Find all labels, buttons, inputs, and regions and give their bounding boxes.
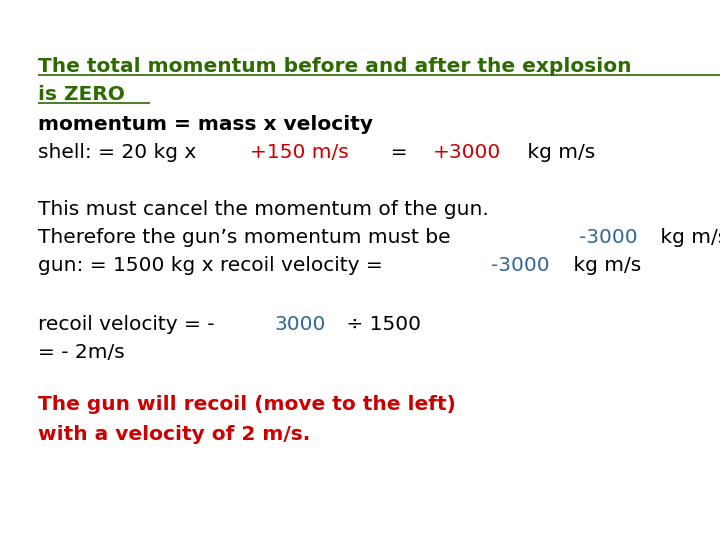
Text: kg m/s: kg m/s xyxy=(654,228,720,247)
Text: ÷ 1500: ÷ 1500 xyxy=(341,315,421,334)
Text: This must cancel the momentum of the gun.: This must cancel the momentum of the gun… xyxy=(38,200,489,219)
Text: kg m/s: kg m/s xyxy=(567,256,641,275)
Text: +150 m/s: +150 m/s xyxy=(251,143,349,162)
Text: gun: = 1500 kg x recoil velocity =: gun: = 1500 kg x recoil velocity = xyxy=(38,256,389,275)
Text: with a velocity of 2 m/s.: with a velocity of 2 m/s. xyxy=(38,425,310,444)
Text: momentum = mass x velocity: momentum = mass x velocity xyxy=(38,115,373,134)
Text: =: = xyxy=(378,143,420,162)
Text: -3000: -3000 xyxy=(491,256,549,275)
Text: 3000: 3000 xyxy=(274,315,325,334)
Text: -3000: -3000 xyxy=(579,228,637,247)
Text: +3000: +3000 xyxy=(433,143,501,162)
Text: shell: = 20 kg x: shell: = 20 kg x xyxy=(38,143,202,162)
Text: is ZERO: is ZERO xyxy=(38,85,125,104)
Text: The gun will recoil (move to the left): The gun will recoil (move to the left) xyxy=(38,395,456,414)
Text: kg m/s: kg m/s xyxy=(521,143,595,162)
Text: The total momentum before and after the explosion: The total momentum before and after the … xyxy=(38,57,631,76)
Text: Therefore the gun’s momentum must be: Therefore the gun’s momentum must be xyxy=(38,228,457,247)
Text: recoil velocity = -: recoil velocity = - xyxy=(38,315,221,334)
Text: = - 2m/s: = - 2m/s xyxy=(38,343,125,362)
